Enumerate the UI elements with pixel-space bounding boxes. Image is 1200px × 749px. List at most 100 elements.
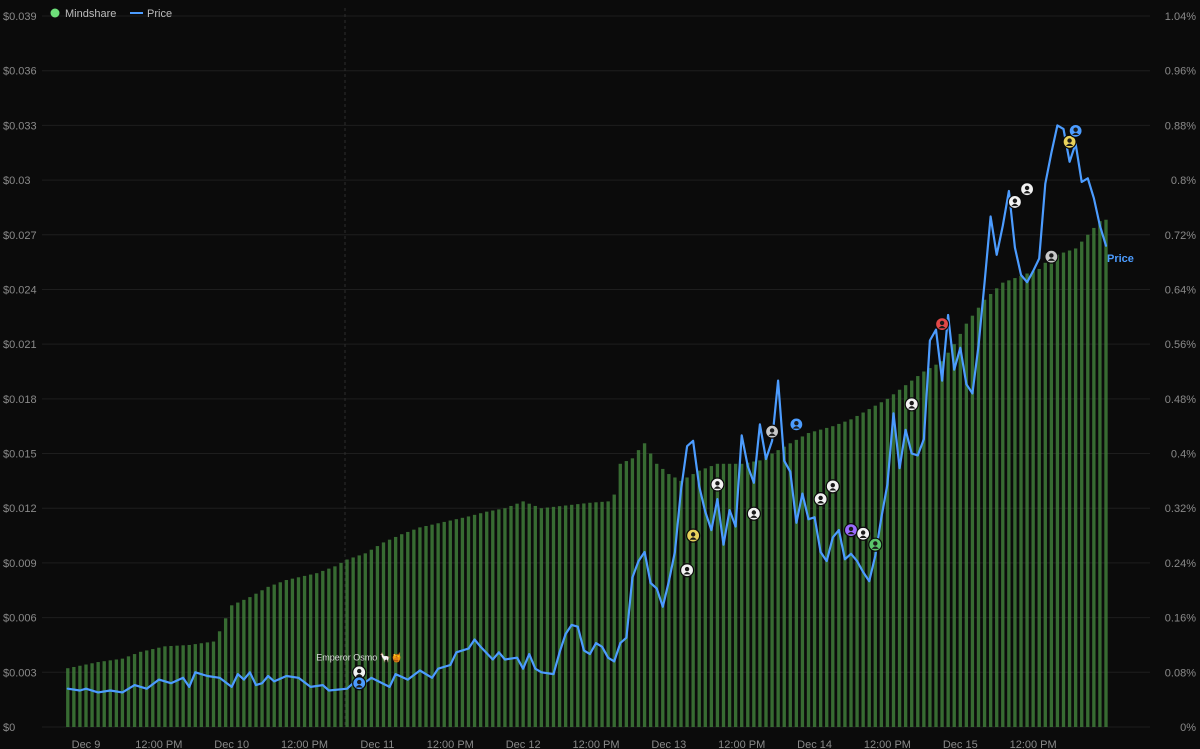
mindshare-bar (825, 427, 829, 727)
mindshare-bar (114, 659, 119, 727)
mindshare-bar (922, 371, 926, 727)
post-marker[interactable] (746, 506, 761, 521)
mindshare-bar (108, 660, 112, 727)
mindshare-bar (812, 431, 817, 727)
post-marker[interactable] (1062, 134, 1077, 149)
mindshare-bar (788, 443, 792, 727)
left-tick-label: $0.033 (3, 120, 37, 132)
mindshare-bar (752, 461, 756, 727)
mindshare-bar (96, 662, 100, 727)
price-end-label: Price (1107, 253, 1134, 265)
mindshare-bar (272, 584, 276, 727)
post-marker[interactable] (679, 563, 695, 578)
mindshare-bar (72, 666, 76, 727)
mindshare-bar (837, 423, 841, 727)
mindshare-bar (879, 402, 884, 727)
mindshare-bar (818, 429, 823, 727)
x-tick-label: 12:00 PM (572, 739, 619, 749)
mindshare-bar (551, 506, 556, 727)
mindshare-bar (727, 463, 732, 727)
mindshare-bar (630, 458, 635, 727)
post-marker[interactable] (1044, 249, 1059, 264)
mindshare-bar (1061, 252, 1066, 727)
mindshare-bar (557, 506, 562, 727)
annotation-label: Emperor Osmo 🦙🍯 (316, 651, 402, 662)
mindshare-bar (181, 645, 185, 727)
mindshare-bar (478, 513, 483, 727)
left-tick-label: $0.003 (3, 667, 37, 679)
post-marker[interactable] (710, 477, 725, 492)
post-markers (352, 123, 1083, 691)
left-tick-label: $0.03 (3, 175, 31, 187)
post-marker[interactable] (856, 526, 871, 541)
mindshare-bar (673, 477, 677, 727)
mindshare-bar (393, 536, 398, 727)
mindshare-bar (776, 450, 780, 727)
mindshare-bar (442, 521, 446, 727)
post-marker[interactable] (764, 424, 780, 439)
post-marker[interactable] (843, 523, 859, 538)
x-axis-ticks: Dec 9 12:00 PM Dec 10 12:00 PM Dec 11 12:00 P… (72, 739, 1057, 749)
mindshare-bar (849, 419, 853, 727)
mindshare-bar (861, 412, 865, 727)
mindshare-bar (223, 618, 228, 727)
mindshare-bar (321, 570, 325, 727)
mindshare-bar (733, 463, 738, 727)
mindshare-bar (946, 352, 950, 727)
right-tick-label: 0.08% (1165, 667, 1196, 679)
mindshare-bar (976, 307, 981, 727)
post-marker[interactable] (1007, 194, 1023, 210)
mindshare-bar (351, 557, 355, 727)
left-tick-label: $0.036 (3, 66, 37, 78)
mindshare-bar (934, 364, 938, 727)
mindshare-bar (460, 517, 465, 727)
right-tick-label: 0.24% (1165, 558, 1196, 570)
left-axis-ticks: $0 $0.003 $0.006 $0.009 $0.012 $0.015 $0.018 $0… (3, 11, 37, 734)
legend-price-label[interactable]: Price (147, 8, 172, 20)
mindshare-bar (472, 514, 477, 727)
mindshare-bar (302, 575, 307, 727)
legend: Mindshare Price (50, 8, 172, 20)
mindshare-bar (1049, 256, 1054, 727)
legend-mindshare-label[interactable]: Mindshare (65, 8, 116, 20)
mindshare-bar (1067, 250, 1072, 727)
mindshare-bar (867, 409, 871, 727)
mindshare-bar (151, 649, 155, 727)
mindshare-bar (703, 468, 707, 727)
mindshare-bar (102, 661, 106, 727)
mindshare-bar (1001, 282, 1005, 727)
mindshare-bar (381, 542, 386, 727)
mindshare-bar (406, 531, 410, 727)
mindshare-bar (1019, 275, 1023, 727)
mindshare-bar (1092, 227, 1096, 728)
mindshare-bar (533, 505, 537, 727)
mindshare-bar (794, 439, 799, 727)
post-marker[interactable] (825, 479, 840, 494)
mindshare-bar (964, 323, 969, 727)
post-marker[interactable] (352, 676, 367, 691)
post-marker[interactable] (813, 492, 828, 507)
mindshare-bar (1080, 241, 1084, 727)
mindshare-bar (588, 502, 592, 727)
post-marker[interactable] (904, 397, 919, 412)
mindshare-bar (90, 663, 94, 727)
x-tick-label: Dec 9 (72, 739, 101, 749)
left-tick-label: $0.018 (3, 394, 37, 406)
post-marker[interactable] (686, 528, 701, 543)
mindshare-bar (1043, 262, 1047, 727)
mindshare-bar (126, 656, 131, 727)
post-marker[interactable] (934, 317, 950, 332)
right-tick-label: 0.72% (1165, 230, 1196, 242)
post-marker[interactable] (1019, 182, 1035, 197)
x-tick-label: Dec 13 (651, 739, 686, 749)
x-tick-label: Dec 15 (943, 739, 978, 749)
mindshare-bar (576, 504, 580, 727)
mindshare-bar (369, 549, 374, 727)
post-marker[interactable] (868, 537, 883, 552)
left-tick-label: $0.015 (3, 449, 37, 461)
post-marker[interactable] (789, 417, 804, 432)
mindshare-bar (1104, 219, 1108, 727)
mindshare-bar (290, 578, 295, 727)
mindshare-bar (661, 468, 665, 727)
post-marker[interactable] (1068, 123, 1083, 138)
